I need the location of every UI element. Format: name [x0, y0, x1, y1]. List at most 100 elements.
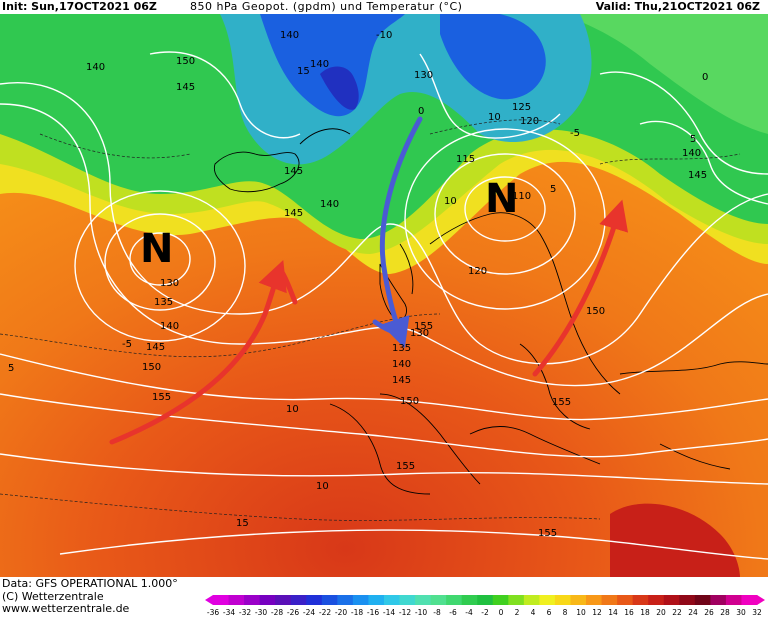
color-scale-tick-label: -16	[367, 608, 379, 617]
contour-label: 140	[160, 321, 179, 332]
geopotential-contours	[0, 51, 768, 560]
color-scale-swatch	[648, 595, 665, 605]
contour-label: 150	[400, 396, 419, 407]
color-scale-tick-label: 28	[720, 608, 730, 617]
contour-label: 145	[146, 342, 165, 353]
isotherm-label: 5	[690, 134, 696, 145]
cold-core-west	[260, 14, 405, 117]
color-scale-tick-label: -10	[415, 608, 427, 617]
color-scale-swatch	[461, 595, 478, 605]
contour-label: 130	[410, 328, 429, 339]
contour-label: 110	[512, 191, 531, 202]
low-pressure-marker-east: N	[485, 176, 518, 222]
color-scale-tick-label: -26	[287, 608, 299, 617]
contour-label: 145	[392, 375, 411, 386]
credits: Data: GFS OPERATIONAL 1.000° (C) Wetterz…	[2, 577, 178, 616]
isotherm-label: 5	[550, 184, 556, 195]
init-time: Init: Sun,17OCT2021 06Z	[2, 0, 157, 13]
color-scale-tick-label: 2	[515, 608, 520, 617]
color-scale-tick-label: -12	[399, 608, 411, 617]
hot-spot-se	[610, 503, 740, 577]
color-scale-swatch	[290, 595, 307, 605]
arrows	[109, 116, 629, 445]
isotherm-label: 10	[488, 112, 501, 123]
color-scale-swatch	[508, 595, 525, 605]
contour-label: 135	[154, 297, 173, 308]
isotherm-label: 0	[702, 72, 708, 83]
color-scale-swatch	[352, 595, 369, 605]
cold-core-east	[440, 14, 546, 100]
contour-label: 125	[512, 102, 531, 113]
color-scale-min-arrow	[205, 595, 213, 605]
color-scale-swatch	[383, 595, 401, 605]
color-scale-tick-label: -6	[449, 608, 457, 617]
contour-label: 155	[396, 461, 415, 472]
contour-label: 120	[520, 116, 539, 127]
contour-label: 135	[392, 343, 411, 354]
color-scale-tick-label: 18	[640, 608, 650, 617]
color-scale-tick-label: -30	[255, 608, 267, 617]
color-scale-swatch	[539, 595, 556, 605]
warm-advection-arrow-west-tip	[277, 266, 298, 305]
color-scale-swatch	[523, 595, 540, 605]
contour-label: 155	[552, 397, 571, 408]
color-scale-tick-label: 10	[576, 608, 586, 617]
color-scale-swatch	[725, 595, 742, 605]
color-scale-swatch	[663, 595, 680, 605]
color-scale-tick-label: 16	[624, 608, 634, 617]
website-url: www.wetterzentrale.de	[2, 602, 130, 615]
color-scale-tick-label: 30	[736, 608, 746, 617]
contour-label: 155	[152, 392, 171, 403]
temperature-color-scale: -36 -34 -32 -30 -28 -26 -24 -22 -20 -18 -16 -14 -12-…	[205, 595, 765, 617]
contour-label: 130	[160, 278, 179, 289]
color-scale-tick-label: -24	[303, 608, 315, 617]
contour-label: 140	[280, 30, 299, 41]
color-scale-swatch	[430, 595, 447, 605]
color-scale-swatch	[741, 595, 758, 605]
color-scale-swatch	[399, 595, 416, 605]
warm-advection-arrow-west	[109, 259, 287, 445]
color-scale-tick-label: -36	[207, 608, 219, 617]
color-scale-swatch	[228, 595, 245, 605]
isotherm-label: -5	[122, 339, 132, 350]
color-scale-tick-label: -4	[465, 608, 473, 617]
color-scale-swatch	[259, 595, 276, 605]
low-pressure-marker-west: N	[140, 226, 173, 272]
temperature-band-green-east	[560, 14, 768, 134]
color-scale-swatch	[679, 595, 696, 605]
color-scale-tick-label: 22	[672, 608, 682, 617]
contour-label: 130	[414, 70, 433, 81]
color-scale-swatch	[694, 595, 711, 605]
color-scale-tick-label: 20	[656, 608, 666, 617]
contour-label: 140	[392, 359, 411, 370]
color-scale-tick-label: 14	[608, 608, 618, 617]
color-scale-tick-label: -20	[335, 608, 347, 617]
color-scale-swatch	[337, 595, 354, 605]
color-scale-swatch	[586, 595, 603, 605]
color-scale-tick-label: 32	[752, 608, 762, 617]
color-scale-tick-label: 6	[547, 608, 552, 617]
color-scale-swatch	[368, 595, 385, 605]
isotherm-label: -5	[570, 128, 580, 139]
copyright: (C) Wetterzentrale	[2, 589, 104, 603]
chart-title: 850 hPa Geopot. (gpdm) und Temperatur (°…	[190, 0, 463, 13]
cold-advection-arrow	[379, 116, 423, 349]
isotherm-label: 15	[236, 518, 249, 529]
color-scale-swatch	[306, 595, 323, 605]
color-scale-tick-label: -2	[481, 608, 489, 617]
contour-label: 150	[586, 306, 605, 317]
warm-advection-arrow-east	[532, 199, 629, 377]
color-scale-tick-label: 0	[499, 608, 504, 617]
color-scale-swatch	[415, 595, 432, 605]
isotherm-label: 10	[444, 196, 457, 207]
chart-footer: Data: GFS OPERATIONAL 1.000° (C) Wetterz…	[0, 577, 768, 617]
color-scale-tick-label: 24	[688, 608, 698, 617]
contour-label: 150	[142, 362, 161, 373]
color-scale-tick-label: -22	[319, 608, 331, 617]
color-scale-tick-label: -28	[271, 608, 283, 617]
contour-label: 140	[682, 148, 701, 159]
color-scale-swatch	[554, 595, 571, 605]
chart-header: Init: Sun,17OCT2021 06Z 850 hPa Geopot. …	[0, 0, 768, 14]
weather-map: N N 140 150 145 140 140 130 125 120 115 …	[0, 14, 768, 577]
color-scale-swatch	[244, 595, 261, 605]
